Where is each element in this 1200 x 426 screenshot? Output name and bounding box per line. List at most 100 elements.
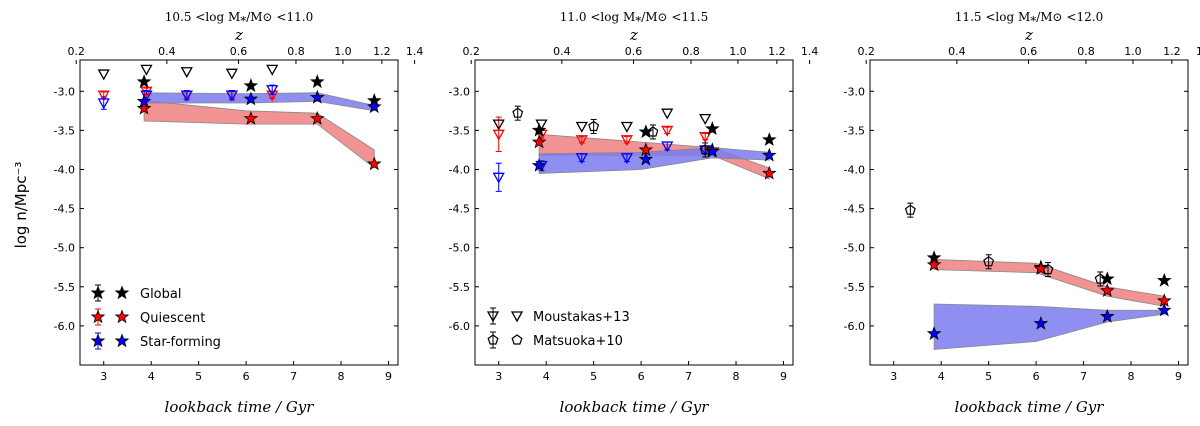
panel-1-band-q bbox=[143, 100, 375, 169]
panel-3-y-tick-label: -5.5 bbox=[844, 281, 865, 294]
panel-2-moustakas-global-point bbox=[575, 121, 588, 133]
panel-2-moustakas-quiescent-point bbox=[492, 129, 505, 141]
panel-2-x-axis-label: lookback time / Gyr bbox=[560, 398, 710, 416]
panel-3-starforming-star bbox=[1099, 308, 1115, 323]
panel-1-starforming-star bbox=[243, 91, 259, 106]
legend-star bbox=[114, 309, 130, 324]
panel-1-y-tick-label: -3.5 bbox=[54, 124, 75, 137]
panel-2-x-tick-label: 9 bbox=[780, 370, 787, 383]
panel-1-z-tick-label: 0.2 bbox=[67, 45, 85, 58]
panel-3-global-star bbox=[1099, 271, 1115, 286]
panel-3-band-q bbox=[933, 258, 1165, 307]
panel-1-moustakas-quiescent-point bbox=[97, 90, 110, 102]
panel-2-z-tick-label: 0.4 bbox=[553, 45, 571, 58]
legend-star bbox=[90, 333, 106, 348]
panel-2-moustakas-global-point bbox=[492, 119, 505, 131]
panel-2-moustakas-q-errorbar bbox=[578, 136, 585, 144]
panel-3-y-tick-label: -6.0 bbox=[844, 320, 865, 333]
panel-3-y-tick-label: -3.5 bbox=[844, 124, 865, 137]
panel-2-moustakas-quiescent-point bbox=[620, 135, 633, 147]
panel-2-x-tick-label: 3 bbox=[495, 370, 502, 383]
panel-3-z-tick-label: 1.2 bbox=[1163, 45, 1181, 58]
panel-2-quiescent-star bbox=[761, 165, 777, 180]
legend-triangle bbox=[486, 311, 500, 323]
panel-3-starforming-star bbox=[1033, 315, 1049, 330]
panel-3-starforming-star bbox=[926, 326, 942, 340]
panel-2-y-tick-label: -5.0 bbox=[449, 242, 470, 255]
panel-3-x-tick-label: 8 bbox=[1128, 370, 1135, 383]
panel-1-moustakas-starforming-point bbox=[97, 98, 110, 110]
panel-1-x-tick-label: 8 bbox=[338, 370, 345, 383]
panel-2-moustakas-q-errorbar bbox=[702, 133, 709, 141]
panel-2-matsuoka-point bbox=[512, 107, 524, 118]
panel-3-x-axis-label: lookback time / Gyr bbox=[955, 398, 1105, 416]
panel-2-moustakas-global-point bbox=[620, 121, 633, 133]
panel-3-x-tick-label: 3 bbox=[890, 370, 897, 383]
panel-3-global-star bbox=[1156, 272, 1172, 287]
panel-2-y-tick-label: -6.0 bbox=[449, 320, 470, 333]
panel-3-x-tick-label: 4 bbox=[938, 370, 945, 383]
panel-2-moustakas-starforming-point bbox=[492, 172, 505, 184]
panel-2-starforming-star bbox=[704, 143, 720, 158]
panel-1-moustakas-starforming-point bbox=[266, 85, 279, 97]
panel-2-title: 11.0 <log M⁎/M⊙ <11.5 bbox=[560, 10, 708, 24]
panel-3-y-tick-label: -5.0 bbox=[844, 242, 865, 255]
legend-triangle bbox=[510, 311, 524, 323]
panel-2-moustakas-starforming-point bbox=[661, 141, 674, 153]
legend-star bbox=[114, 285, 130, 300]
panel-1-y-tick-label: -6.0 bbox=[54, 320, 75, 333]
legend-pentagon bbox=[511, 334, 523, 345]
panel-2-moustakas-q-errorbar bbox=[664, 126, 671, 135]
panel-2-starforming-star bbox=[638, 151, 654, 166]
panel-3-y-tick-label: -3.0 bbox=[844, 85, 865, 98]
panel-3-y-tick-label: -4.5 bbox=[844, 203, 865, 216]
panel-2-moustakas-sf-errorbar bbox=[495, 162, 502, 192]
panel-1-quiescent-star bbox=[243, 111, 259, 125]
panel-1-moustakas-global-point bbox=[266, 64, 279, 76]
panel-2-x-tick-label: 6 bbox=[638, 370, 645, 383]
legend-label: Star-forming bbox=[140, 335, 221, 350]
panel-1-global-star bbox=[136, 74, 152, 89]
panel-3-z-tick-label: 0.2 bbox=[857, 45, 875, 58]
panel-3-title: 11.5 <log M⁎/M⊙ <12.0 bbox=[955, 10, 1103, 24]
panel-2-moustakas-q-errorbar bbox=[623, 136, 630, 144]
panel-1-y-tick-label: -4.0 bbox=[54, 163, 75, 176]
panel-2-x-tick-label: 5 bbox=[590, 370, 597, 383]
panel-1-x-tick-label: 4 bbox=[148, 370, 155, 383]
panel-1-z-tick-label: 0.6 bbox=[230, 45, 248, 58]
panel-3-x-tick-label: 9 bbox=[1175, 370, 1182, 383]
panel-2-starforming-star bbox=[531, 157, 547, 172]
y-axis-label: log n/Mpc⁻³ bbox=[12, 162, 30, 249]
panel-2-y-tick-label: -5.5 bbox=[449, 281, 470, 294]
panel-2-z-tick-label: 1.0 bbox=[729, 45, 747, 58]
panel-2-z-tick-label: 0.6 bbox=[625, 45, 643, 58]
panel-2-moustakas-quiescent-point bbox=[661, 125, 674, 137]
panel-3-matsuoka-point bbox=[904, 204, 916, 215]
panel-3-x-tick-label: 6 bbox=[1033, 370, 1040, 383]
legend-label: Quiescent bbox=[140, 311, 205, 326]
panel-3-z-tick-label: 0.8 bbox=[1077, 45, 1095, 58]
panel-3-z-tick-label: 1.4 bbox=[1196, 45, 1200, 58]
panel-3-y-tick-label: -4.0 bbox=[844, 163, 865, 176]
panel-2-y-tick-label: -4.0 bbox=[449, 163, 470, 176]
panel-2-moustakas-starforming-point bbox=[620, 153, 633, 165]
panel-2-x-tick-label: 7 bbox=[685, 370, 692, 383]
panel-1-y-tick-label: -5.5 bbox=[54, 281, 75, 294]
legend-pentagon bbox=[487, 334, 499, 345]
panel-2-global-star bbox=[531, 122, 547, 137]
panel-1-x-tick-label: 6 bbox=[243, 370, 250, 383]
panel-2-top-axis-label: z bbox=[629, 26, 638, 44]
panel-2-y-tick-label: -3.0 bbox=[449, 85, 470, 98]
panel-2-moustakas-quiescent-point bbox=[699, 131, 712, 143]
panel-1-z-tick-label: 1.4 bbox=[406, 45, 424, 58]
panel-2-moustakas-q-errorbar bbox=[495, 116, 502, 152]
panel-1-y-tick-label: -3.0 bbox=[54, 85, 75, 98]
panel-3-top-axis-label: z bbox=[1024, 26, 1033, 44]
panel-1-starforming-star bbox=[136, 93, 152, 108]
panel-1-y-tick-label: -4.5 bbox=[54, 203, 75, 216]
panel-2-y-tick-label: -3.5 bbox=[449, 124, 470, 137]
panel-1-x-tick-label: 3 bbox=[100, 370, 107, 383]
panel-3-x-tick-label: 7 bbox=[1080, 370, 1087, 383]
panel-1-z-tick-label: 0.4 bbox=[158, 45, 176, 58]
